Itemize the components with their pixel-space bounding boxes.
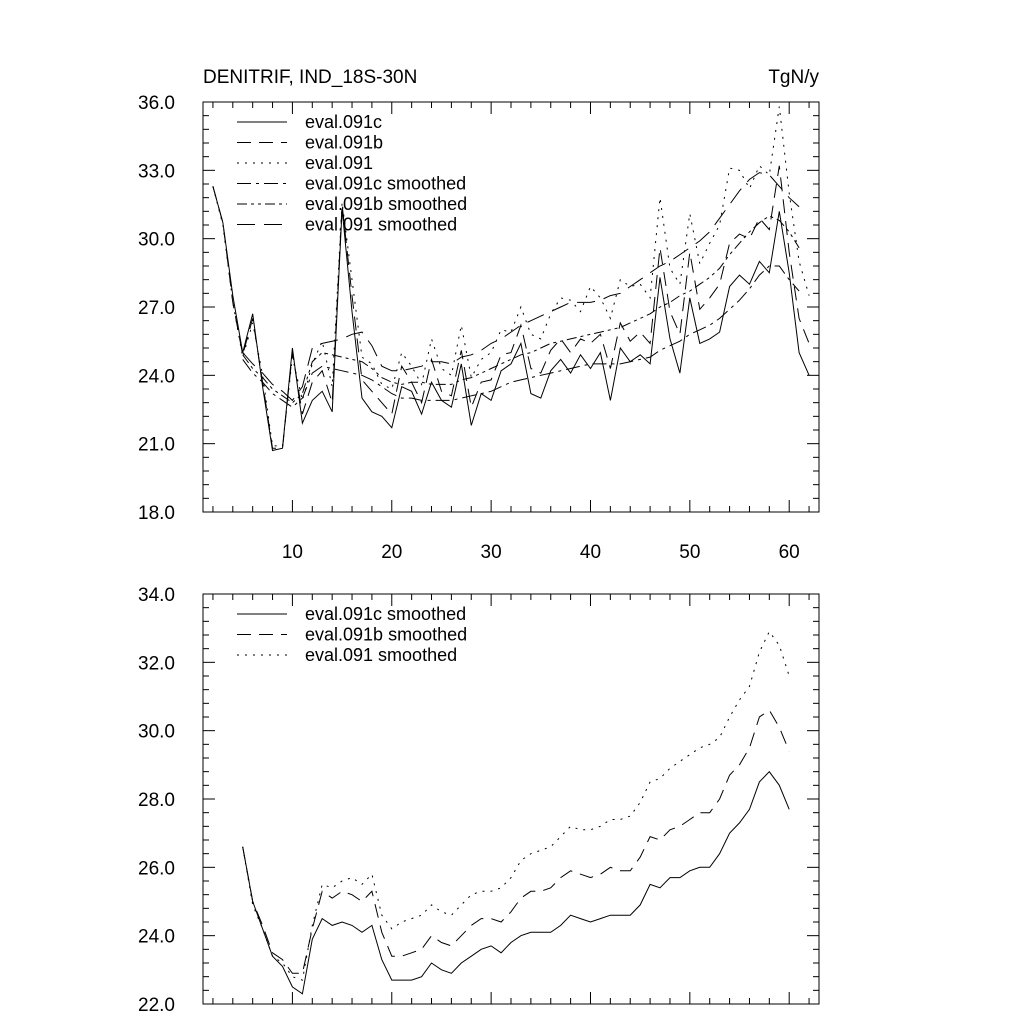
y-tick-label: 30.0 [138, 722, 175, 743]
y-tick-label: 18.0 [138, 503, 175, 524]
bottom-chart: 22.0 24.0 26.0 28.0 30.0 32.0 34.0 eval.091c sm… [138, 585, 820, 1016]
y-tick-label: 36.0 [138, 93, 175, 114]
y-tick-label: 34.0 [138, 585, 175, 606]
legend-label-1: eval.091b smoothed [305, 625, 467, 645]
legend-label-1: eval.091b [305, 133, 383, 153]
legend-label-2: eval.091 smoothed [305, 645, 457, 665]
series-line-3 [242, 265, 800, 408]
top-chart-units: TgN/y [768, 67, 819, 88]
y-tick-label: 24.0 [138, 366, 175, 387]
legend-label-3: eval.091c smoothed [305, 174, 466, 194]
x-tick-label: 10 [282, 542, 303, 563]
y-tick-label: 22.0 [138, 995, 175, 1016]
series-line-4 [242, 215, 800, 404]
x-tick-label: 30 [481, 542, 502, 563]
y-tick-label: 21.0 [138, 435, 175, 456]
top-chart-title: DENITRIF, IND_18S-30N [203, 67, 417, 88]
x-tick-label: 40 [580, 542, 601, 563]
series-line-0 [212, 186, 810, 452]
series-line-5 [242, 172, 800, 402]
series-line-1 [242, 709, 790, 974]
y-tick-label: 26.0 [138, 858, 175, 879]
legend-label-0: eval.091c smoothed [305, 604, 466, 624]
y-tick-label: 33.0 [138, 161, 175, 182]
series-line-1 [212, 165, 810, 449]
legend-label-2: eval.091 [305, 153, 373, 173]
y-tick-label: 24.0 [138, 927, 175, 948]
y-tick-label: 27.0 [138, 298, 175, 319]
y-tick-label: 32.0 [138, 653, 175, 674]
legend-label-5: eval.091 smoothed [305, 215, 457, 235]
top-chart: 10 20 30 40 50 60 18.0 21.0 24.0 27.0 30.0 33.0 36.0… [138, 93, 820, 563]
legend-label-4: eval.091b smoothed [305, 194, 467, 214]
series-line-2 [242, 630, 790, 981]
y-tick-label: 30.0 [138, 230, 175, 251]
legend-label-0: eval.091c [305, 112, 382, 132]
y-tick-label: 28.0 [138, 790, 175, 811]
x-tick-label: 60 [779, 542, 800, 563]
x-tick-label: 20 [381, 542, 402, 563]
plot-frame [202, 101, 820, 513]
series-line-2 [212, 106, 810, 447]
series-line-0 [242, 770, 790, 995]
x-tick-label: 50 [679, 542, 700, 563]
